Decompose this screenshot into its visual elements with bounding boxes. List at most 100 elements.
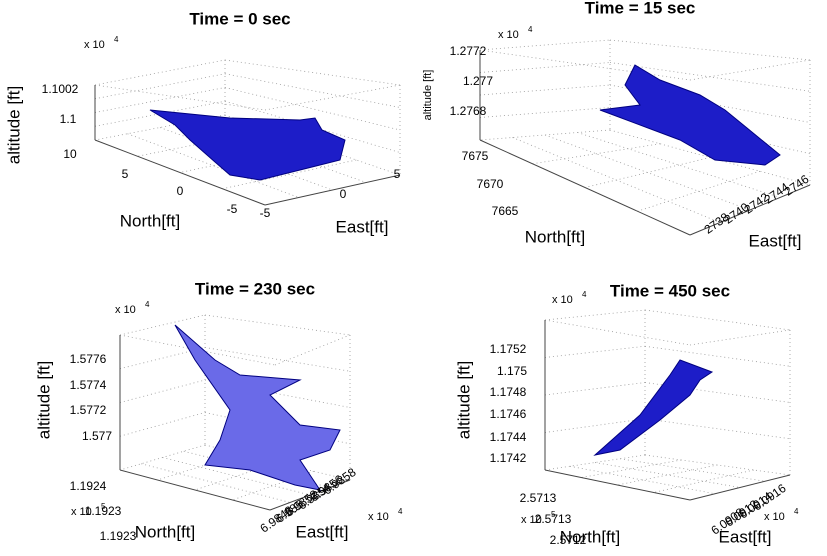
grid-line [544, 418, 646, 433]
exponent-power: 4 [114, 35, 119, 44]
z-tick-label: 1.1742 [490, 451, 527, 465]
box-edge [119, 314, 206, 336]
box-edge [544, 309, 646, 321]
grid-line [544, 345, 646, 358]
y-tick-label: 5 [394, 167, 401, 181]
exponent: x 10 [71, 506, 92, 518]
y-tick-label: 6.0916 [750, 481, 788, 514]
z-tick-label: 1.1746 [490, 407, 527, 421]
box-edge [609, 39, 811, 61]
box-edge [689, 59, 811, 81]
z-tick-label: 1.1752 [490, 342, 527, 356]
box-edge [94, 84, 266, 111]
aircraft [149, 109, 346, 181]
grid-line [479, 107, 611, 118]
exponent: x 10 [552, 294, 573, 306]
grid-line [644, 345, 791, 367]
exponent-power: 5 [551, 510, 556, 519]
grid-line [594, 462, 741, 488]
grid-line [637, 170, 761, 212]
x-axis-label: North[ft] [135, 522, 195, 541]
x-tick-label: 7665 [492, 204, 519, 218]
box-edge [479, 49, 691, 81]
exponent-power: 4 [398, 507, 403, 516]
x-tick-label: 10 [63, 147, 77, 161]
z-tick-label: 1.5776 [70, 352, 107, 366]
grid-line [119, 379, 206, 403]
z-tick-label: 1.5772 [70, 403, 107, 417]
grid-line [127, 133, 299, 198]
subplot-title: Time = 15 sec [585, 0, 696, 17]
grid-line [544, 382, 646, 396]
z-axis-label: altitude [ft] [422, 70, 434, 121]
box-edge [479, 39, 611, 51]
y-axis-label: East[ft] [719, 527, 772, 546]
y-axis-label: East[ft] [296, 522, 349, 541]
y-tick-label: 6.9858 [320, 465, 358, 498]
x-tick-label: 1.1923 [85, 504, 122, 518]
x-axis [544, 469, 691, 501]
subplot-title: Time = 230 sec [195, 279, 315, 298]
z-tick-label: 1.2772 [450, 44, 487, 58]
x-tick-label: 0 [177, 184, 184, 198]
grid-line [569, 465, 716, 495]
grid-line [653, 469, 754, 493]
grid-line [159, 127, 333, 191]
y-axis [689, 184, 811, 236]
z-axis-label: altitude [ft] [34, 361, 53, 439]
x-tick-label: -5 [227, 202, 238, 216]
x-tick-label: 2.5713 [520, 491, 557, 505]
exponent-power: 4 [145, 300, 150, 309]
z-tick-label: 1.577 [82, 429, 112, 443]
grid-line [179, 144, 313, 173]
grid-line [162, 457, 311, 496]
y-tick-label: 0 [340, 187, 347, 201]
box-edge [689, 329, 791, 346]
box-edge [544, 454, 646, 471]
box-edge [644, 454, 791, 476]
box-edge [609, 129, 811, 186]
grid-line [204, 347, 351, 372]
y-axis-label: East[ft] [336, 217, 389, 236]
z-tick-label: 1.5774 [70, 378, 107, 392]
box-edge [479, 129, 611, 141]
z-tick-label: 1.1 [60, 112, 77, 126]
x-axis-label: North[ft] [120, 211, 180, 230]
y-tick-label: 2746 [782, 172, 812, 199]
z-tick-label: 1.175 [497, 364, 527, 378]
grid-line [224, 73, 401, 108]
exponent: x 10 [115, 304, 136, 316]
z-tick-label: 1.1748 [490, 385, 527, 399]
x-tick-label: 1.1923 [100, 529, 137, 543]
exponent: x 10 [84, 39, 105, 51]
box-edge [204, 314, 351, 336]
box-edge [274, 334, 351, 366]
box-edge [544, 319, 691, 346]
x-axis-label: North[ft] [560, 527, 620, 546]
aircraft [593, 359, 714, 456]
y-axis-label: East[ft] [749, 231, 802, 250]
x-tick-label: 7675 [462, 149, 489, 163]
z-tick-label: 1.2768 [450, 104, 487, 118]
aircraft [174, 324, 341, 491]
exponent: x 10 [521, 514, 542, 526]
x-tick-label: 2.5713 [535, 512, 572, 526]
z-tick-label: 1.277 [463, 74, 493, 88]
z-axis-label: altitude [ft] [454, 361, 473, 439]
x-axis [119, 469, 271, 511]
subplot: Time = 0 sec x 10 4 1.1002 1.1 10 5 0 -5 -5 0 5 alti… [4, 9, 400, 236]
y-tick-label: -5 [260, 206, 271, 220]
grid-line [619, 458, 766, 482]
grid-line [584, 157, 711, 188]
z-axis-label: altitude [ft] [4, 86, 23, 164]
grid-line [94, 73, 226, 100]
grid-line [141, 463, 291, 503]
grid-line [479, 62, 611, 73]
grid-line [609, 62, 811, 92]
x-tick-label: 1.1924 [70, 479, 107, 493]
x-axis [479, 139, 691, 236]
exponent: x 10 [764, 511, 785, 523]
grid-line [119, 412, 206, 437]
y-axis [264, 174, 401, 206]
grid-line [544, 134, 751, 211]
